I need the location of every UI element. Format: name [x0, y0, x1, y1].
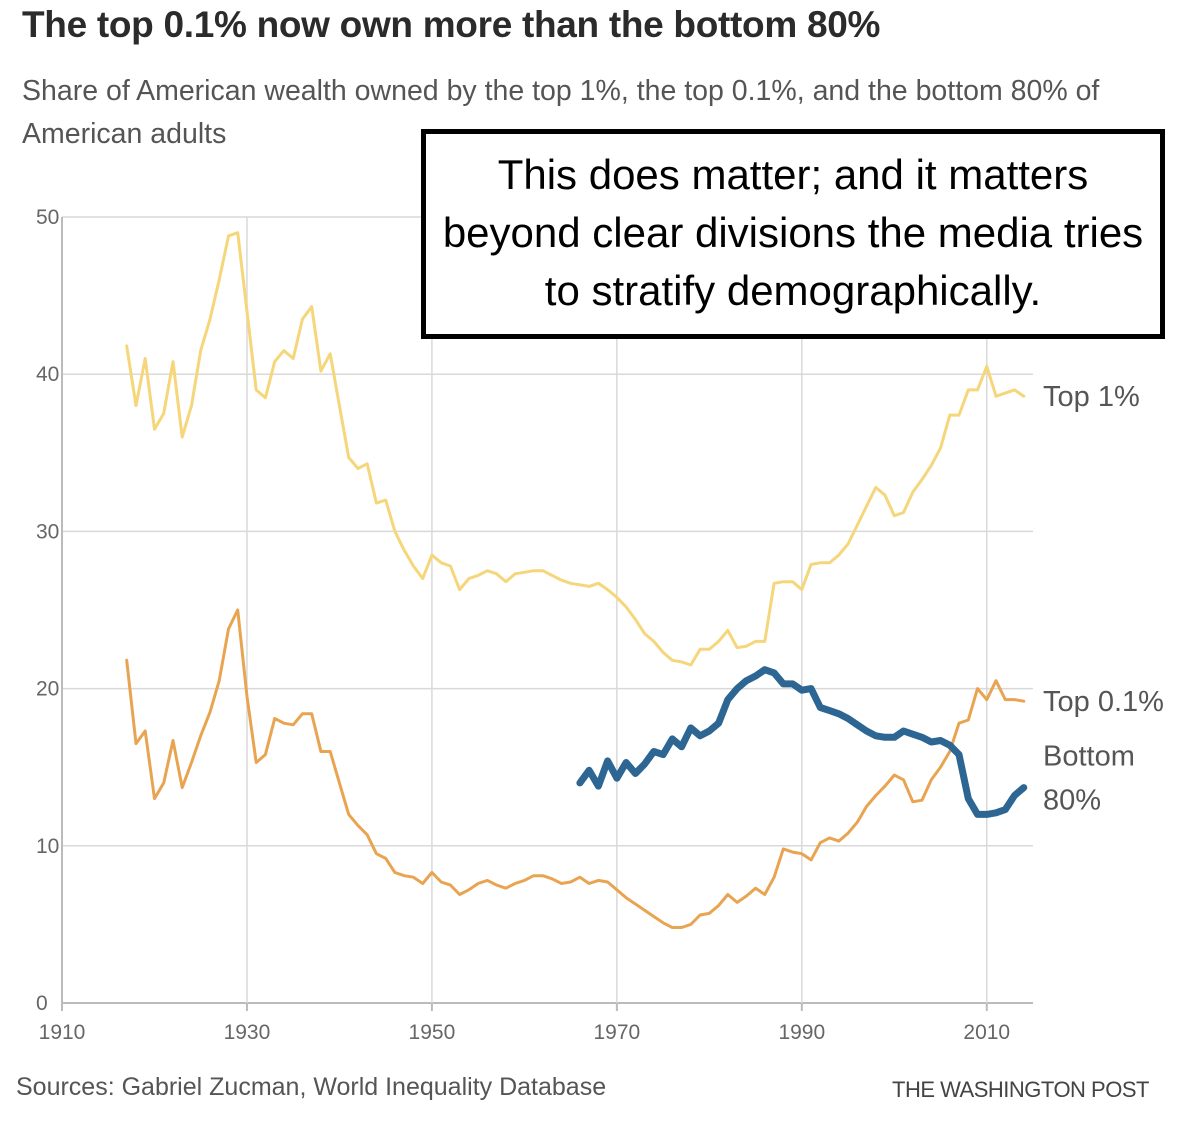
publisher-credit: THE WASHINGTON POST — [892, 1077, 1149, 1102]
x-tick-label: 1970 — [593, 1021, 640, 1044]
series-line-top-1 — [125, 231, 1026, 667]
chart-subtitle: Share of American wealth owned by the to… — [22, 75, 1100, 150]
series-label: Top 1% — [1043, 381, 1140, 413]
series-label-line: Bottom — [1043, 741, 1135, 773]
gridlines — [61, 216, 1033, 1004]
x-tick-label: 1950 — [409, 1021, 456, 1044]
series-label-line: Top 1% — [1043, 381, 1140, 413]
series-label-line: Top 0.1% — [1043, 686, 1164, 718]
series-labels: Top 1% Top 0.1% Bottom 80% — [1043, 381, 1164, 816]
series-lines — [125, 231, 1028, 929]
x-tick-label: 1990 — [778, 1021, 825, 1044]
y-tick-label: 40 — [36, 363, 59, 386]
y-tick-label: 0 — [36, 992, 48, 1015]
overlay-caption-box: This does matter; and it matters beyond … — [421, 129, 1165, 339]
series-label: Bottom 80% — [1043, 741, 1135, 817]
y-axis: 0 10 20 30 40 50 — [36, 206, 59, 1015]
x-axis: 1910 1930 1950 1970 1990 2010 — [39, 1003, 1010, 1044]
y-tick-label: 50 — [36, 206, 59, 229]
series-line-top-0-1 — [125, 608, 1026, 929]
y-tick-label: 30 — [36, 520, 59, 543]
series-label: Top 0.1% — [1043, 686, 1164, 718]
x-tick-label: 2010 — [963, 1021, 1010, 1044]
x-tick-label: 1930 — [224, 1021, 271, 1044]
series-line-bottom-80 — [576, 666, 1028, 818]
y-tick-label: 10 — [36, 835, 59, 858]
source-note: Sources: Gabriel Zucman, World Inequalit… — [16, 1073, 607, 1101]
chart-title: The top 0.1% now own more than the botto… — [22, 4, 881, 45]
series-label-line: 80% — [1043, 785, 1101, 817]
x-tick-label: 1910 — [39, 1021, 86, 1044]
y-tick-label: 20 — [36, 678, 59, 701]
